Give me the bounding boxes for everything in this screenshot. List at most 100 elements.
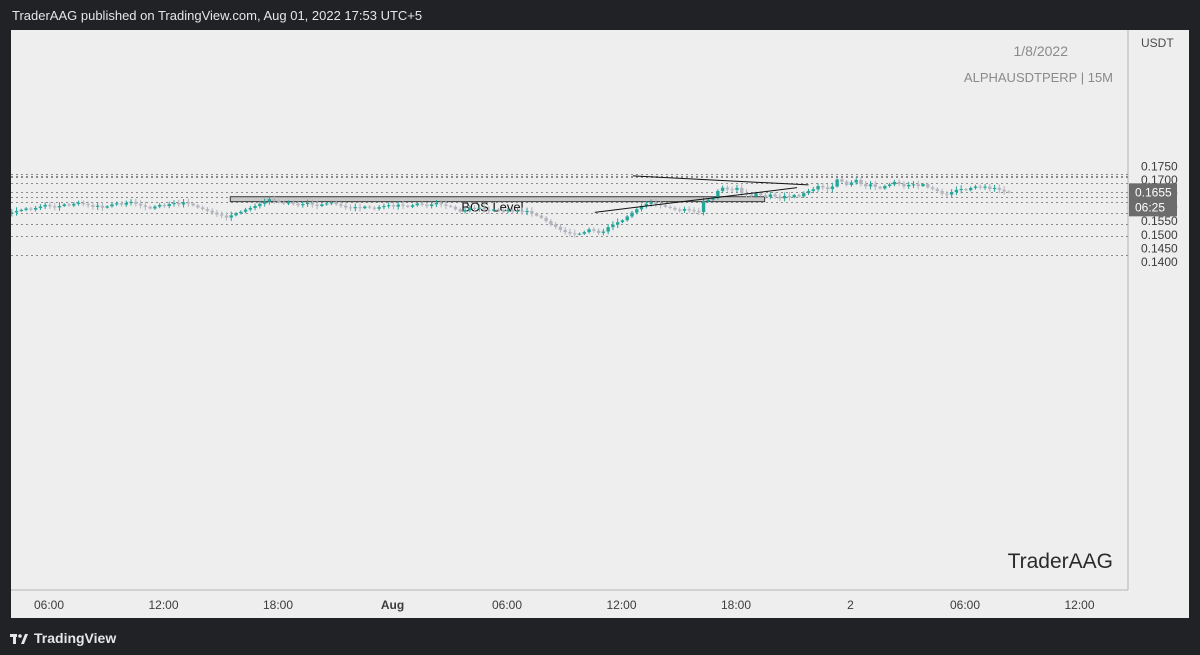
- candle-body: [234, 213, 238, 216]
- candle-body: [477, 207, 482, 209]
- candle: [573, 229, 577, 238]
- candle-body: [396, 204, 400, 207]
- candle: [258, 201, 262, 209]
- candle-body: [348, 207, 353, 209]
- candle: [525, 207, 529, 216]
- candle-body: [692, 210, 696, 212]
- watermark-author: TraderAAG: [1008, 550, 1113, 573]
- candle-body: [172, 203, 176, 205]
- candle-body: [511, 210, 515, 212]
- candle: [692, 207, 696, 214]
- candle-body: [229, 215, 233, 218]
- candle-body: [988, 186, 992, 190]
- candle: [305, 199, 310, 207]
- candle-body: [48, 204, 52, 207]
- candle: [110, 202, 114, 208]
- candle: [401, 200, 405, 210]
- candle-body: [782, 195, 787, 199]
- candle-body: [577, 233, 582, 235]
- time-axis[interactable]: 06:00 12:00 18:00 Aug 06:00 12:00 18:00 2 06:00 1…: [34, 598, 1095, 612]
- candle: [425, 202, 429, 209]
- candle-body: [544, 217, 548, 222]
- candle-body: [11, 212, 14, 214]
- candle: [711, 196, 715, 202]
- candle: [157, 203, 162, 209]
- candle: [162, 202, 167, 208]
- candle: [859, 177, 863, 187]
- price-chart[interactable]: BOS Level 0.17500.17000.16500.16000.1550…: [11, 30, 1189, 618]
- candle-body: [363, 206, 367, 209]
- tradingview-logo[interactable]: TradingView: [10, 630, 116, 646]
- candle-body: [143, 205, 148, 207]
- candle-body: [668, 206, 672, 208]
- candle: [439, 199, 443, 208]
- candle: [196, 204, 200, 209]
- candle: [48, 201, 52, 210]
- candle-body: [95, 205, 100, 207]
- candle: [883, 184, 887, 190]
- candle: [224, 212, 229, 221]
- candle: [143, 201, 148, 211]
- candle-body: [959, 189, 963, 191]
- candle: [210, 208, 214, 215]
- candle: [86, 201, 90, 208]
- candle-body: [100, 205, 105, 208]
- candle-body: [720, 187, 725, 191]
- candle: [134, 198, 138, 207]
- candle: [530, 207, 534, 217]
- candle: [286, 200, 291, 206]
- candle: [153, 205, 157, 210]
- candle-body: [725, 187, 730, 190]
- candle: [324, 202, 329, 206]
- candle-body: [945, 193, 949, 195]
- candle: [787, 192, 792, 201]
- candle-body: [105, 206, 109, 208]
- candle-body: [592, 229, 596, 231]
- candle: [129, 199, 133, 206]
- candle: [549, 219, 553, 227]
- candle: [277, 199, 281, 204]
- candle-body: [177, 203, 181, 205]
- candle: [100, 202, 105, 212]
- candle: [391, 202, 396, 210]
- candle-body: [81, 202, 86, 205]
- candle-body: [864, 184, 868, 187]
- candle: [892, 179, 897, 187]
- candle-body: [520, 210, 524, 213]
- candle: [515, 207, 520, 214]
- candle: [205, 206, 210, 213]
- candle-body: [324, 203, 329, 205]
- candle-body: [983, 186, 987, 188]
- candle: [945, 190, 949, 197]
- candle-body: [620, 220, 625, 223]
- candle: [716, 189, 720, 200]
- candle: [663, 204, 668, 208]
- time-tick-label: 06:00: [950, 598, 980, 612]
- candle-body: [773, 194, 777, 197]
- candle: [983, 184, 987, 190]
- candle: [773, 191, 777, 199]
- candle: [897, 179, 901, 187]
- candle-body: [220, 214, 224, 216]
- candle-body: [515, 210, 520, 212]
- candle-body: [549, 221, 553, 225]
- candle-body: [210, 210, 214, 213]
- candle-body: [72, 203, 76, 206]
- candle: [577, 232, 582, 236]
- candle-body: [162, 204, 167, 207]
- candle-body: [1007, 191, 1011, 193]
- candle: [1007, 190, 1011, 194]
- candle: [587, 227, 591, 234]
- candle: [444, 200, 448, 210]
- candle-body: [305, 202, 310, 205]
- candle-body: [248, 207, 253, 210]
- candle-body: [787, 195, 792, 198]
- candle-body: [649, 202, 653, 204]
- candle-body: [916, 184, 920, 187]
- candle-body: [687, 209, 691, 211]
- candle-body: [568, 232, 572, 234]
- candle: [811, 186, 815, 194]
- candle-body: [310, 202, 315, 205]
- candle: [367, 205, 372, 209]
- triangle-pattern: [594, 175, 809, 213]
